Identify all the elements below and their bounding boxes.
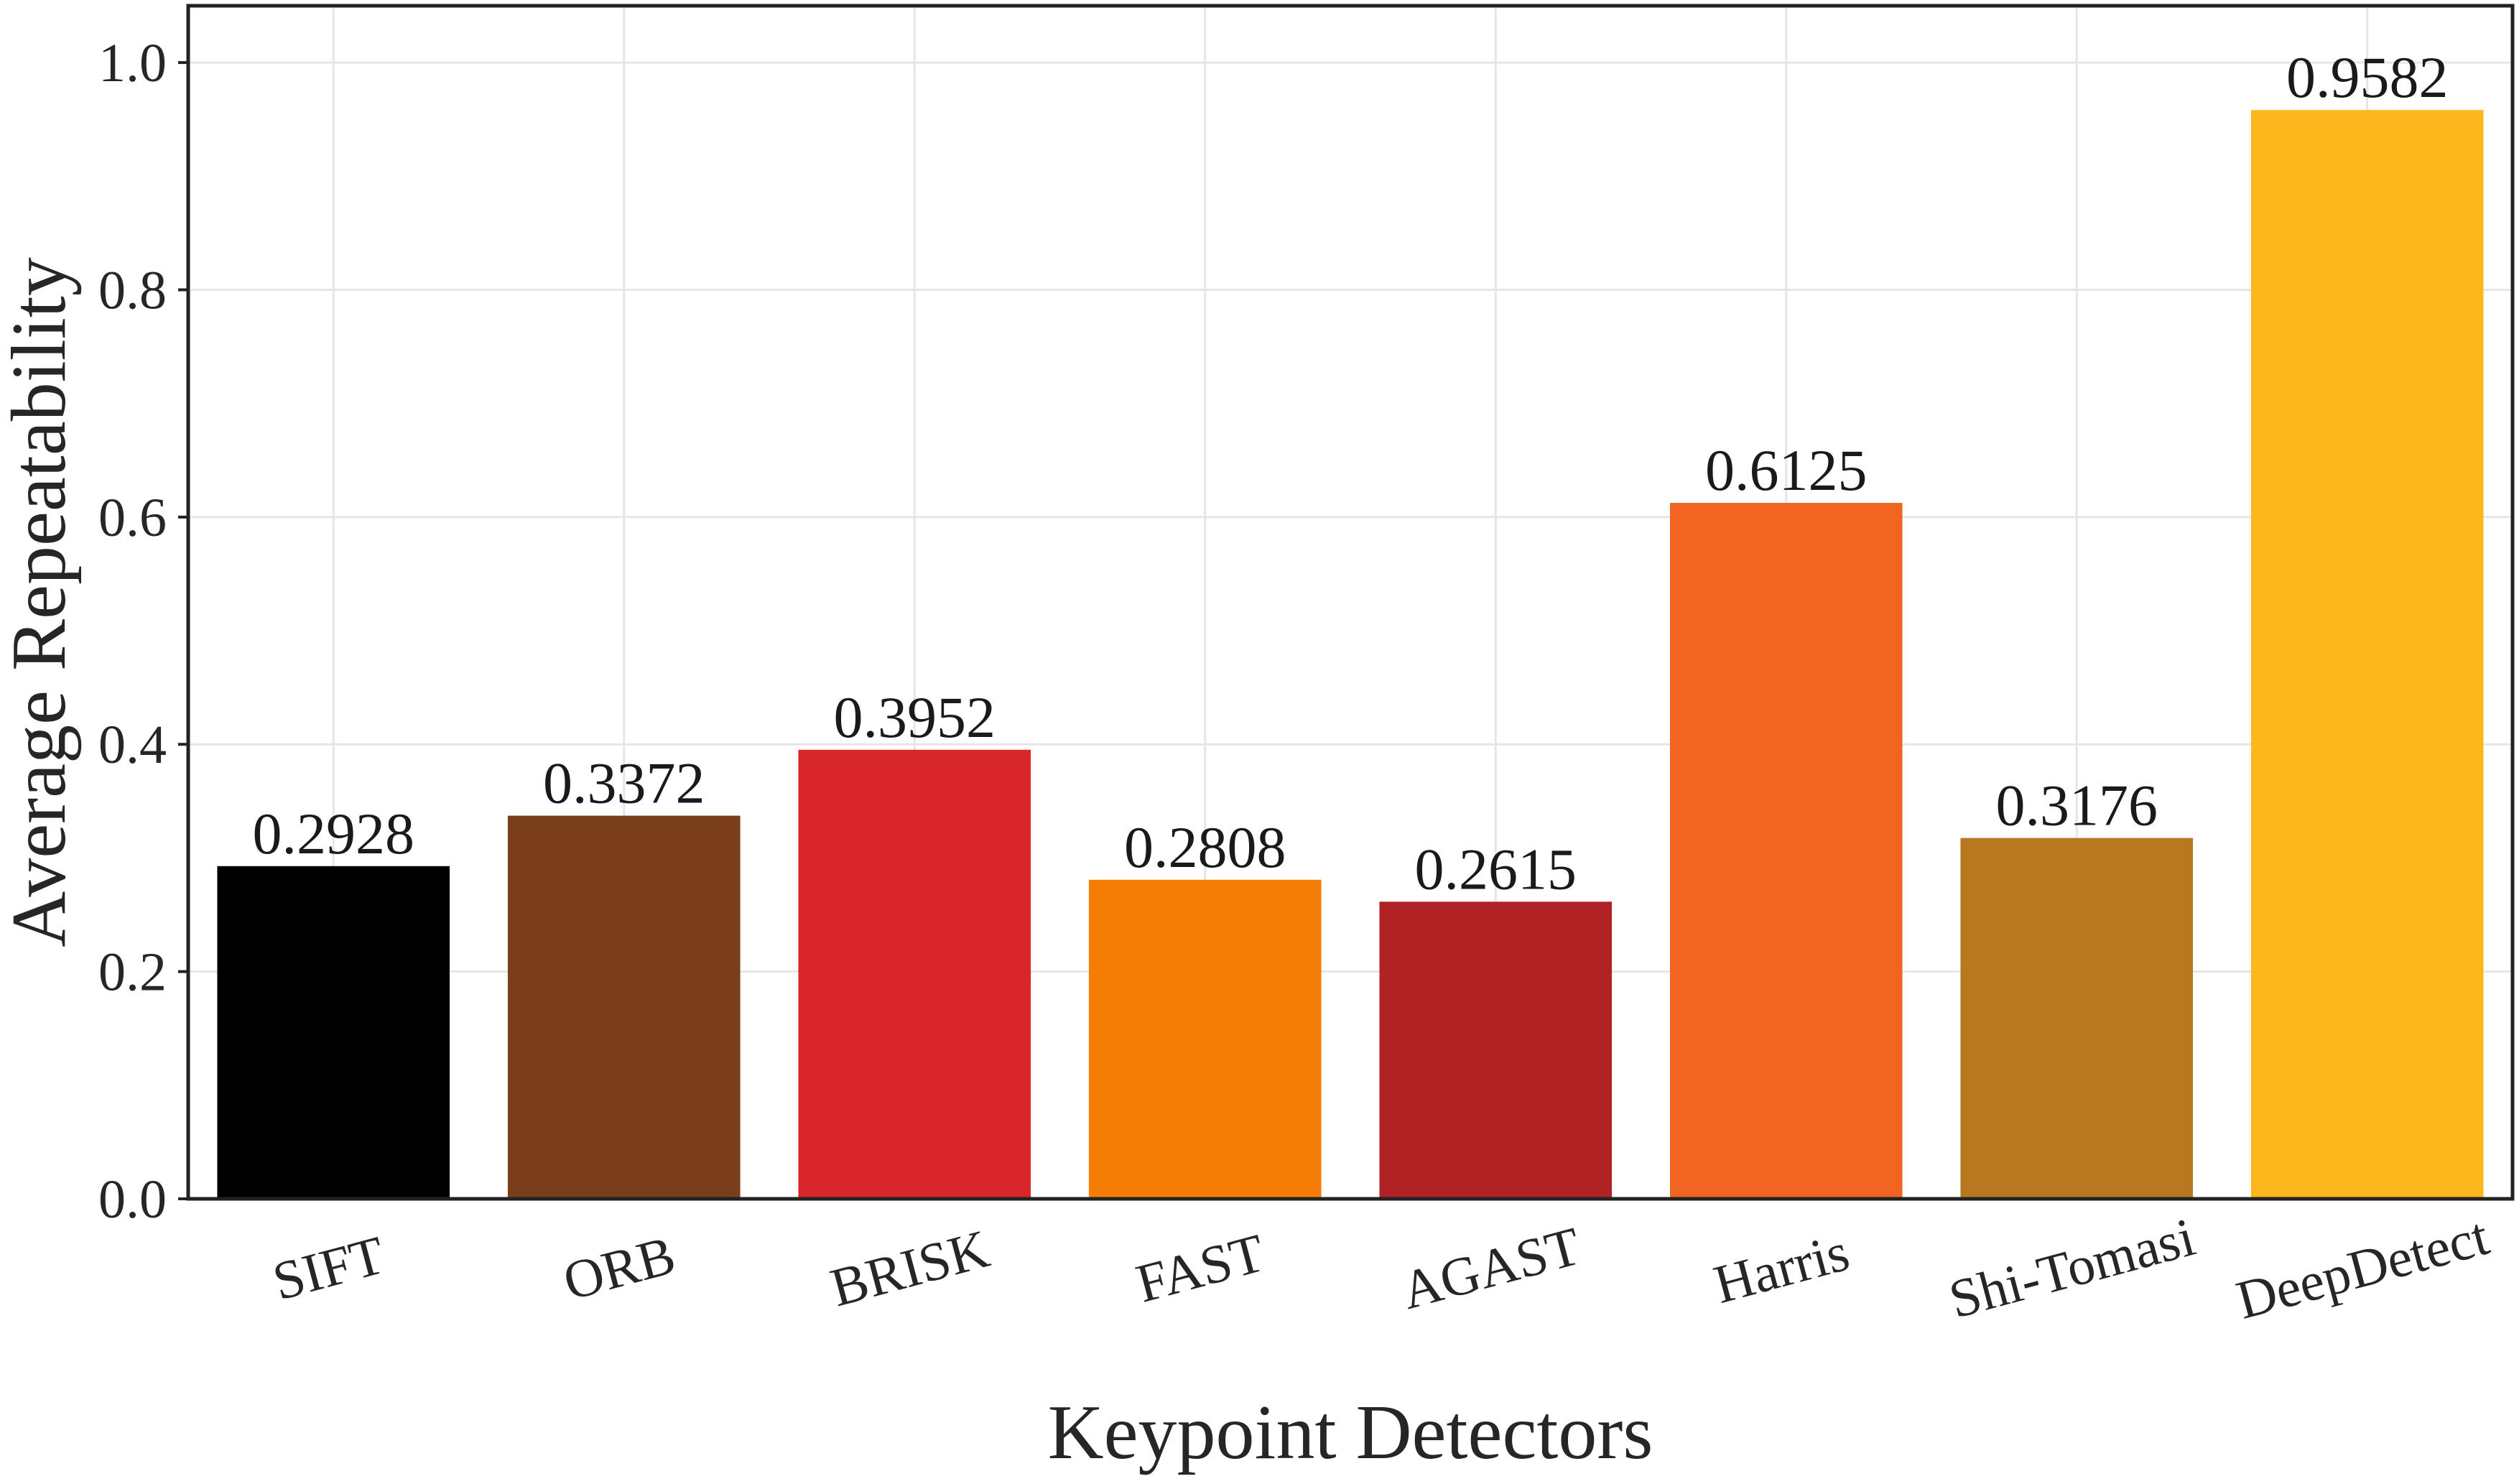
value-label-deepdetect: 0.9582 [2286,45,2449,110]
x-tick-label-deepdetect: DeepDetect [2230,1206,2495,1331]
bar-shi-tomasi [1960,838,2194,1199]
value-label-brisk: 0.3952 [834,685,996,750]
y-tick-label: 0.2 [98,942,167,1003]
bar-harris [1669,503,1903,1199]
y-axis-title: Average Repeatability [0,257,82,947]
x-tick-label-sift: SIFT [266,1225,391,1312]
bar-agast [1379,901,1613,1199]
x-axis-ticks: SIFT ORB BRISK FAST AGAST Harris Shi-Tomasi Dee… [266,1206,2495,1331]
value-label-orb: 0.3372 [543,751,705,816]
value-label-harris: 0.6125 [1705,437,1868,503]
y-tick-label: 0.6 [98,488,167,548]
y-tick-label: 0.0 [98,1169,167,1230]
bar-deepdetect [2250,110,2484,1199]
value-label-shi-tomasi: 0.3176 [1996,773,2158,838]
x-tick-label-fast: FAST [1130,1223,1271,1314]
y-tick-label: 0.8 [98,260,167,320]
value-label-agast: 0.2615 [1415,836,1577,901]
x-tick-label-agast: AGAST [1396,1215,1587,1321]
y-tick-label: 0.4 [98,715,167,775]
x-axis-title: Keypoint Detectors [1048,1390,1653,1475]
bars [217,110,2484,1199]
value-label-sift: 0.2928 [253,801,415,866]
x-tick-label-brisk: BRISK [825,1218,996,1318]
x-tick-label-shi-tomasi: Shi-Tomasi [1943,1207,2201,1330]
bar-brisk [798,749,1031,1199]
x-tick-label-orb: ORB [557,1225,682,1312]
bar-fast [1088,879,1322,1199]
y-tick-label: 1.0 [98,33,167,93]
bar-orb [507,815,741,1199]
value-label-fast: 0.2808 [1124,815,1286,880]
x-tick-label-harris: Harris [1708,1222,1855,1315]
plot-frame [186,4,2515,1201]
bar-sift [217,866,450,1199]
value-labels: 0.2928 0.3372 0.3952 0.2808 0.2615 0.6125 0.31… [253,45,2449,901]
y-axis-ticks: 0.0 0.2 0.4 0.6 0.8 1.0 [98,33,188,1230]
